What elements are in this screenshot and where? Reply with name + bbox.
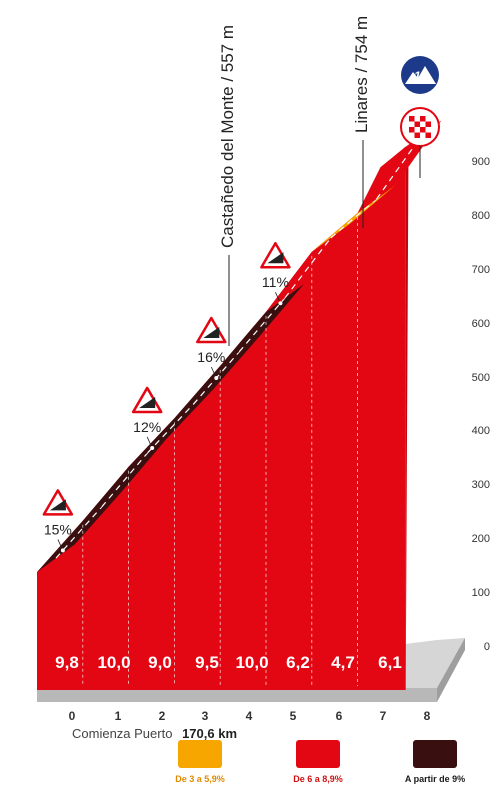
sign-anchor-dot xyxy=(150,445,155,450)
gradient-signs: 15% 12% 16% 11% xyxy=(42,241,291,553)
legend-item: A partir de 9% xyxy=(375,740,495,784)
gradient-sign-label: 15% xyxy=(44,521,72,537)
y-tick-label: 200 xyxy=(472,533,490,545)
x-tick-label: 7 xyxy=(380,709,387,723)
landmark-label: Castañedo del Monte / 557 m xyxy=(218,25,237,248)
landmark-castanedo: Castañedo del Monte / 557 m xyxy=(218,25,237,346)
checker-square xyxy=(409,127,415,133)
profile-front-face xyxy=(37,146,406,690)
warning-triangle-icon xyxy=(196,316,227,344)
x-tick-label: 3 xyxy=(202,709,209,723)
segment-gradient-label: 9,8 xyxy=(55,653,79,672)
sign-leader-line xyxy=(146,436,153,449)
landmark-linares: Linares / 754 m xyxy=(352,16,371,228)
checker-square xyxy=(420,116,426,122)
sign-leader-line xyxy=(57,539,64,551)
elevation-profile-chart: 0 100 200 300 400 500 600 700 800 900 9,… xyxy=(37,16,490,740)
legend-swatch xyxy=(296,740,340,768)
x-tick-label: 4 xyxy=(246,709,253,723)
slope-icon xyxy=(267,252,284,264)
profile-base-side xyxy=(437,638,465,702)
x-tick-label: 6 xyxy=(336,709,343,723)
legend-item: De 6 a 8,9% xyxy=(258,740,378,784)
y-tick-label: 500 xyxy=(472,372,490,384)
profile-top-segment xyxy=(311,185,396,252)
gradient-sign: 16% xyxy=(196,316,227,381)
checker-square xyxy=(414,121,420,127)
gradient-sign-label: 11% xyxy=(262,274,289,290)
x-tick-label: 2 xyxy=(159,709,166,723)
y-tick-label: 600 xyxy=(472,318,490,330)
profile-center-dash xyxy=(376,134,423,200)
legend-label: A partir de 9% xyxy=(404,774,466,784)
start-km: 170,6 km xyxy=(182,726,237,740)
legend-label: De 3 a 5,9% xyxy=(175,774,225,784)
slope-icon xyxy=(49,499,66,511)
warning-triangle-icon xyxy=(260,241,291,269)
y-tick-label: 700 xyxy=(472,264,490,276)
profile-base-front xyxy=(37,688,437,702)
sign-anchor-dot xyxy=(60,548,65,553)
checker-square xyxy=(420,127,426,133)
x-tick-label: 5 xyxy=(290,709,297,723)
x-tick-label: 8 xyxy=(424,709,431,723)
checker-square xyxy=(409,116,415,122)
segment-gradient-label: 6,2 xyxy=(286,653,310,672)
x-tick-label: 1 xyxy=(115,709,122,723)
gradient-sign-label: 16% xyxy=(197,349,225,365)
y-tick-label: 100 xyxy=(472,587,490,599)
finish-flag-icon xyxy=(400,107,440,178)
legend-label: De 6 a 8,9% xyxy=(293,774,343,784)
category-badge-label: 1ª xyxy=(414,69,426,83)
gradient-sign-label: 12% xyxy=(133,419,161,435)
y-tick-label: 300 xyxy=(472,479,490,491)
y-tick-label: 0 xyxy=(484,641,490,653)
gradient-sign: 12% xyxy=(131,386,163,450)
legend-item: De 3 a 5,9% xyxy=(140,740,260,784)
segment-gradient-label: 9,5 xyxy=(195,653,219,672)
segment-gradient-label: 6,1 xyxy=(378,653,402,672)
sign-leader-line xyxy=(210,366,217,379)
segment-gradient-label: 9,0 xyxy=(148,653,172,672)
profile-center-dash xyxy=(101,452,149,508)
y-axis: 0 100 200 300 400 500 600 700 800 900 xyxy=(472,156,490,653)
profile-center-dash xyxy=(238,297,286,353)
y-tick-label: 400 xyxy=(472,425,490,437)
sign-anchor-dot xyxy=(214,376,219,381)
segment-gradient-labels: 9,8 10,0 9,0 9,5 10,0 6,2 4,7 6,1 xyxy=(55,653,402,672)
landmark-label: Linares / 754 m xyxy=(352,16,371,133)
slope-icon xyxy=(203,327,220,339)
sign-anchor-dot xyxy=(278,301,283,306)
category-badge: 1ª xyxy=(401,56,439,94)
legend: De 3 a 5,9% De 6 a 8,9% A partir de 9% xyxy=(0,740,498,800)
checker-square xyxy=(425,132,431,138)
profile-body xyxy=(37,120,442,690)
x-axis: 0 1 2 3 4 5 6 7 8 xyxy=(69,709,431,723)
segment-gradient-label: 10,0 xyxy=(235,653,268,672)
gradient-sign: 15% xyxy=(42,489,74,553)
slope-icon xyxy=(139,396,156,408)
checker-square xyxy=(425,121,431,127)
sign-leader-line xyxy=(275,292,281,304)
segment-gradient-label: 10,0 xyxy=(97,653,130,672)
profile-center-dash xyxy=(147,403,194,454)
start-label: Comienza Puerto 170,6 km xyxy=(72,726,237,740)
warning-triangle-icon xyxy=(42,489,74,516)
legend-swatch xyxy=(413,740,457,768)
x-tick-label: 0 xyxy=(69,709,76,723)
y-tick-label: 900 xyxy=(472,156,490,168)
warning-triangle-icon xyxy=(131,386,163,414)
checker-square xyxy=(414,132,420,138)
segment-gradient-label: 4,7 xyxy=(331,653,355,672)
start-label-text: Comienza Puerto xyxy=(72,726,172,740)
profile-side-face xyxy=(405,146,409,690)
profile-center-dash xyxy=(284,237,332,299)
gradient-sign: 11% xyxy=(260,241,291,306)
y-tick-label: 800 xyxy=(472,210,490,222)
legend-swatch xyxy=(178,740,222,768)
